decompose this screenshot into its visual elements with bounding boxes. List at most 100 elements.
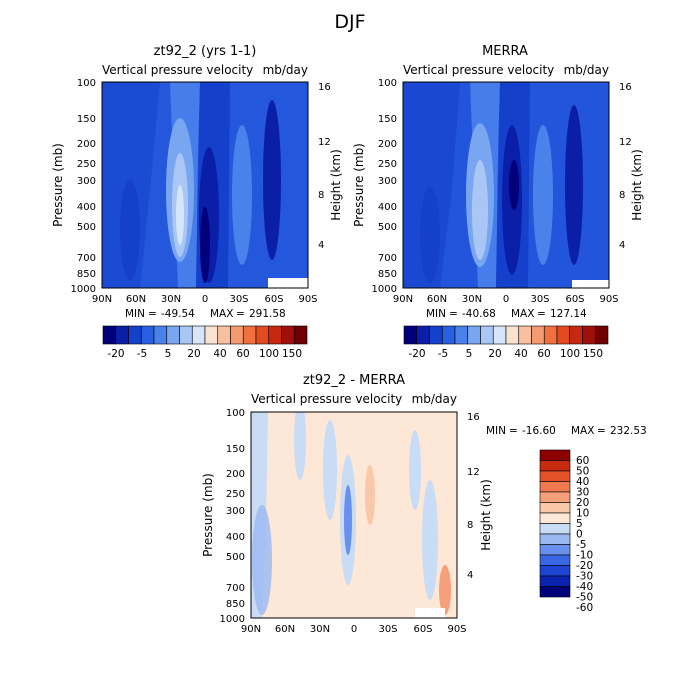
colorbar-swatch [569,325,583,345]
max-value: 291.58 [249,308,286,320]
x-tick-label: 60S [565,294,584,305]
y-axis-right: 16 12 8 4 Height (km) [318,82,343,251]
height-tick-label: 4 [619,240,625,251]
max-value: 127.14 [550,308,587,320]
colorbar-swatch [492,325,507,345]
colorbar-swatch [543,325,558,345]
x-tick-label: 30N [462,294,482,305]
x-tick-label: 30N [310,624,330,635]
colorbar-swatch [539,481,571,493]
field-nh-neg [294,412,306,480]
height-tick-label: 16 [619,82,632,93]
max-eq: = [537,308,546,320]
x-tick-label: 60N [427,294,447,305]
y-axis-right: 16 12 8 4 Height (km) [467,412,493,581]
max-eq: = [597,425,606,437]
min-label: MIN [125,308,145,320]
colorbar-swatch [539,460,571,472]
max-value: 232.53 [610,425,647,437]
colorbar-label: -5 [576,539,586,551]
colorbar-label: 100 [259,348,279,360]
panel-title: MERRA [482,44,528,59]
y-tick-label: 1000 [220,614,245,625]
colorbar-swatch [539,470,571,482]
colorbar-label: 150 [583,348,603,360]
min-value: -40.68 [462,308,496,320]
plot-frame [250,411,458,619]
colorbar-label: -5 [137,348,147,360]
x-tick-label: 90N [92,294,112,305]
min-eq: = [509,425,518,437]
contour-field [102,82,308,288]
y-tick-label: 200 [226,469,245,480]
x-tick-label: 90S [298,294,317,305]
height-tick-label: 4 [318,240,324,251]
stats-line: MIN = -49.54 MAX = 291.58 [125,308,286,320]
colorbar-labels: -20 -5 5 20 40 60 100 150 [107,348,302,360]
colorbar-swatch [594,325,609,345]
field-north-neg-core [252,505,272,615]
colorbar-swatch [441,325,456,345]
colorbar-swatch [539,565,571,577]
y-tick-label: 150 [77,114,96,125]
colorbar-swatch [230,325,244,345]
height-tick-label: 8 [318,190,324,201]
colorbar-label: 150 [282,348,302,360]
y-tick-label: 1000 [372,284,397,295]
y-tick-label: 500 [226,552,245,563]
max-label: MAX [571,425,594,437]
y-axis-right: 16 12 8 4 Height (km) [619,82,644,251]
colorbar [403,325,609,345]
height-tick-label: 16 [318,82,331,93]
colorbar-swatch [217,325,231,345]
field-sh-pos [365,465,375,525]
height-tick-label: 8 [619,190,625,201]
max-label: MAX [511,308,534,320]
colorbar-swatch [539,491,571,503]
height-tick-label: 12 [467,467,480,478]
x-tick-label: 0 [351,624,357,635]
colorbar-label: -40 [576,581,593,593]
colorbar-label: 40 [576,476,589,488]
panel-subtitle-variable: Vertical pressure velocity [251,392,402,406]
y-tick-label: 850 [378,269,397,280]
x-tick-label: 30N [161,294,181,305]
panel-subtitle-variable: Vertical pressure velocity [102,63,253,77]
x-tick-label: 90S [599,294,618,305]
colorbar-label: 60 [537,348,550,360]
stats-line: MIN = -16.60 MAX = 232.53 [486,425,647,437]
colorbar-swatch [179,325,193,345]
colorbar-swatch [429,325,443,345]
x-tick-label: 30S [378,624,397,635]
y-tick-label: 150 [378,114,397,125]
colorbar-label: 50 [576,466,589,478]
colorbar-swatch [480,325,494,345]
y-tick-label: 400 [226,532,245,543]
colorbar-swatch [467,325,481,345]
field-itcz-neg-core [344,485,352,555]
colorbar-swatch [539,502,571,514]
y-tick-label: 250 [378,159,397,170]
colorbar-swatch [166,325,180,345]
y-tick-label: 300 [378,176,397,187]
y-axis-right-title: Height (km) [479,479,493,550]
max-label: MAX [210,308,233,320]
colorbar-label: 5 [576,518,583,530]
y-axis-title: Pressure (mb) [352,143,366,227]
x-tick-label: 60S [264,294,283,305]
y-tick-label: 150 [226,444,245,455]
colorbar-swatch [268,325,282,345]
colorbar-label: -20 [107,348,124,360]
field-nh-storm [120,180,140,280]
y-tick-label: 850 [226,599,245,610]
contour-field [403,82,609,288]
y-tick-label: 300 [226,506,245,517]
colorbar [102,325,308,345]
colorbar-label: -60 [576,602,593,614]
colorbar-swatch [539,544,571,556]
height-tick-label: 12 [318,137,331,148]
y-axis-left: 100 150 200 250 300 400 500 700 850 1000… [201,408,245,625]
colorbar-label: 20 [187,348,200,360]
y-tick-label: 100 [77,78,96,89]
y-tick-label: 1000 [71,284,96,295]
